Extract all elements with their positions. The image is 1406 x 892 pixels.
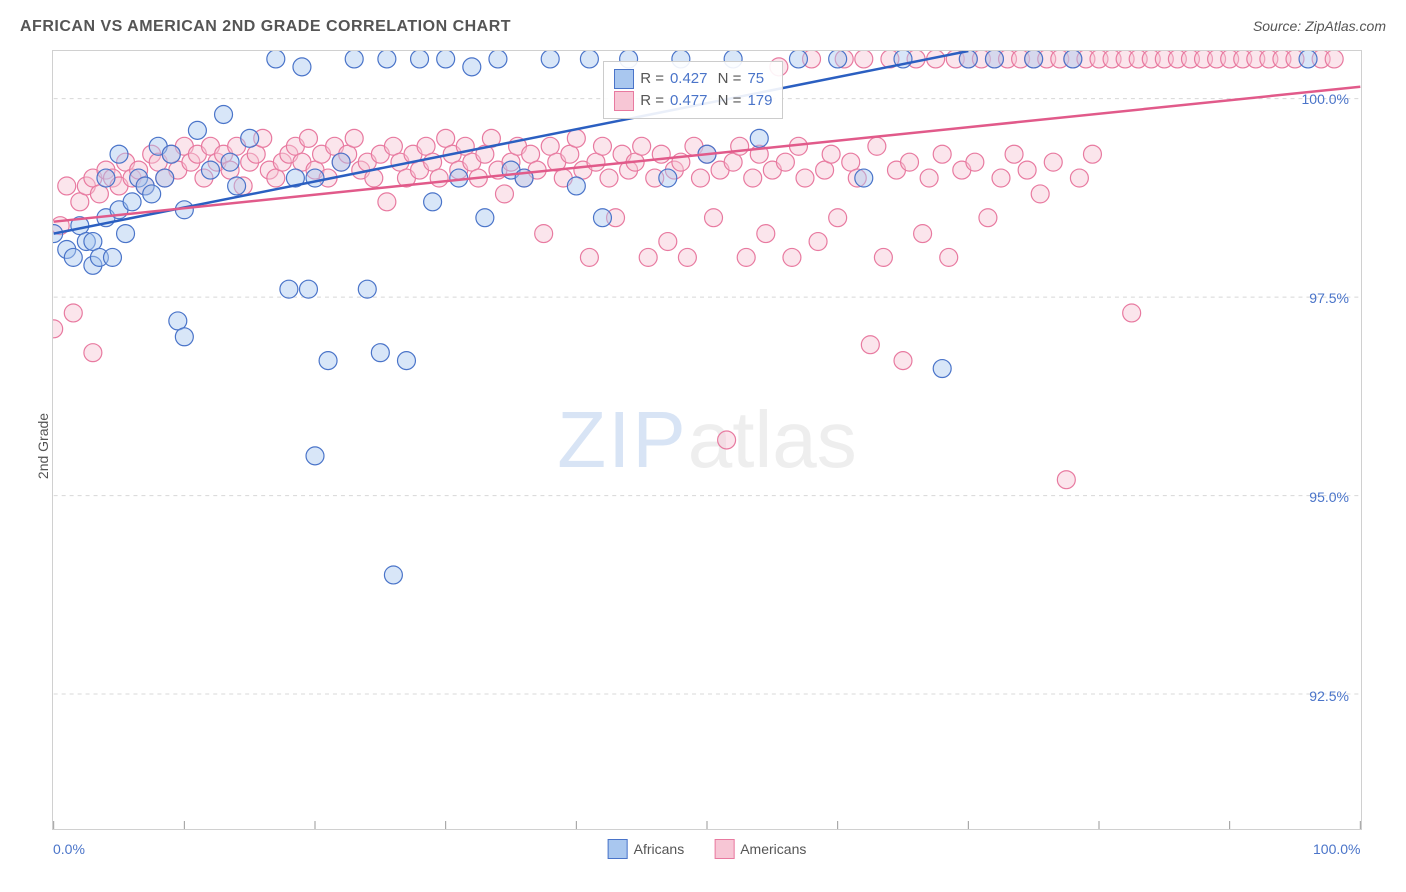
chart-title: AFRICAN VS AMERICAN 2ND GRADE CORRELATIO…: [20, 18, 511, 35]
stats-box: R =0.427 N =75 R =0.477 N =179: [603, 61, 783, 119]
legend-swatch-africans: [608, 839, 628, 859]
y-tick-label: 92.5%: [1309, 688, 1349, 704]
stats-row-africans: R =0.427 N =75: [614, 68, 772, 90]
chart-area: ZIPatlas R =0.427 N =75 R =0.477 N =179 …: [52, 50, 1362, 830]
y-axis-label: 2nd Grade: [35, 413, 51, 479]
scatter-plot: [53, 51, 1361, 829]
swatch-americans: [614, 91, 634, 111]
legend-item-americans: Americans: [714, 839, 806, 859]
source-label: Source: ZipAtlas.com: [1253, 18, 1386, 34]
stats-row-americans: R =0.477 N =179: [614, 90, 772, 112]
legend-swatch-americans: [714, 839, 734, 859]
legend: Africans Americans: [608, 839, 807, 859]
x-tick-label: 0.0%: [53, 841, 85, 857]
y-tick-label: 100.0%: [1302, 91, 1349, 107]
y-tick-label: 97.5%: [1309, 290, 1349, 306]
swatch-africans: [614, 69, 634, 89]
y-tick-label: 95.0%: [1309, 489, 1349, 505]
legend-item-africans: Africans: [608, 839, 685, 859]
x-tick-label: 100.0%: [1313, 841, 1360, 857]
